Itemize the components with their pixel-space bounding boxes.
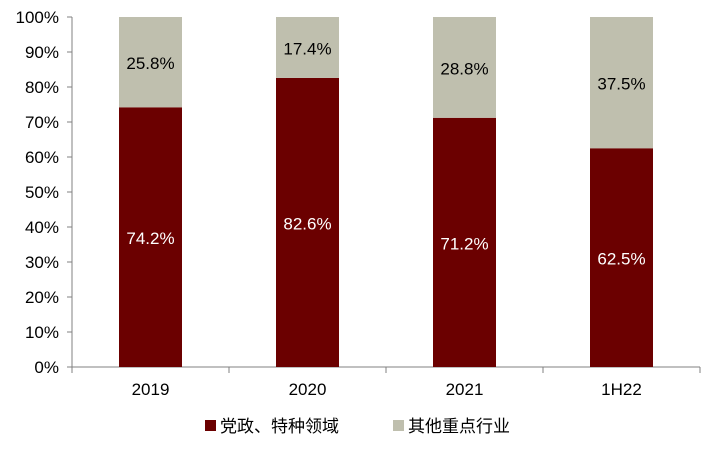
- data-label: 37.5%: [597, 75, 645, 94]
- bar-segment: [276, 17, 339, 78]
- bar-segment: [433, 117, 496, 367]
- x-tick-label: 1H22: [601, 380, 642, 399]
- data-label: 28.8%: [440, 59, 488, 78]
- data-label: 74.2%: [126, 229, 174, 248]
- legend-swatch: [393, 420, 404, 431]
- data-label: 82.6%: [283, 214, 331, 233]
- y-tick-label: 60%: [25, 148, 59, 167]
- legend-swatch: [205, 420, 216, 431]
- bar-segment: [119, 17, 182, 108]
- x-tick-label: 2021: [446, 380, 484, 399]
- data-label: 62.5%: [597, 250, 645, 269]
- data-label: 25.8%: [126, 54, 174, 73]
- y-tick-label: 30%: [25, 253, 59, 272]
- y-tick-label: 20%: [25, 288, 59, 307]
- bar-segment: [276, 77, 339, 368]
- legend-label: 其他重点行业: [408, 417, 510, 436]
- bar-segment: [433, 17, 496, 118]
- x-tick-label: 2019: [132, 380, 170, 399]
- y-tick-label: 40%: [25, 218, 59, 237]
- data-label: 17.4%: [283, 39, 331, 58]
- y-tick-label: 70%: [25, 113, 59, 132]
- bar-segment: [590, 17, 653, 149]
- y-tick-label: 100%: [16, 8, 59, 27]
- y-tick-label: 10%: [25, 323, 59, 342]
- bar-segment: [119, 107, 182, 368]
- x-tick-label: 2020: [289, 380, 327, 399]
- y-tick-label: 50%: [25, 183, 59, 202]
- y-tick-label: 0%: [34, 358, 59, 377]
- legend-label: 党政、特种领域: [220, 417, 339, 436]
- y-tick-label: 80%: [25, 78, 59, 97]
- data-label: 71.2%: [440, 234, 488, 253]
- bar-segment: [590, 148, 653, 367]
- y-tick-label: 90%: [25, 43, 59, 62]
